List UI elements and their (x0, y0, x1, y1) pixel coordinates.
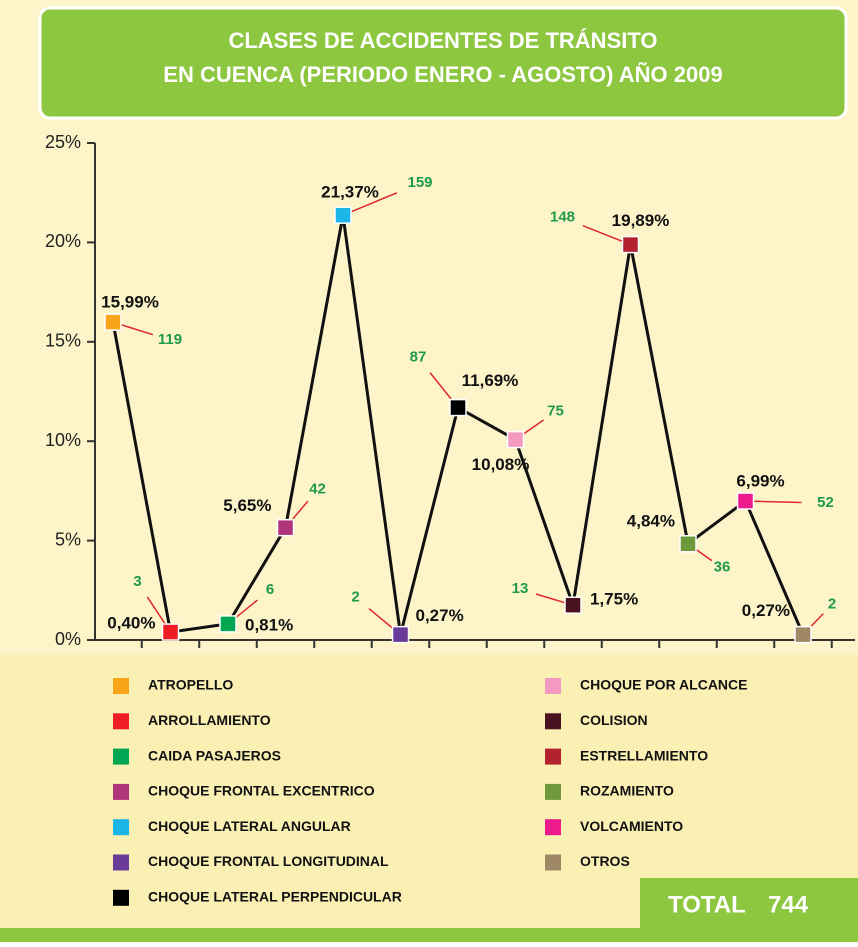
chart: CLASES DE ACCIDENTES DE TRÁNSITO EN CUEN… (0, 0, 858, 942)
legend-label: ARROLLAMIENTO (148, 712, 271, 728)
legend-label: CHOQUE FRONTAL LONGITUDINAL (148, 853, 389, 869)
footer-strip (0, 928, 858, 942)
value-label: 1,75% (590, 590, 638, 609)
legend-label: OTROS (580, 853, 630, 869)
legend-swatch (113, 890, 129, 906)
legend-swatch (113, 749, 129, 765)
count-label: 36 (714, 559, 731, 576)
value-label: 4,84% (627, 511, 675, 530)
legend-swatch (113, 678, 129, 694)
count-label: 2 (351, 589, 359, 606)
value-label: 6,99% (736, 472, 784, 491)
legend-swatch (545, 784, 561, 800)
count-label: 87 (410, 349, 427, 366)
legend-label: CHOQUE LATERAL PERPENDICULAR (148, 889, 402, 905)
legend-swatch (113, 819, 129, 835)
point-marker (450, 400, 466, 416)
total-value: 744 (768, 891, 809, 918)
y-tick-label: 15% (45, 331, 81, 351)
count-label: 52 (817, 494, 834, 511)
legend-swatch (545, 678, 561, 694)
value-label: 0,27% (742, 601, 790, 620)
point-marker (565, 597, 581, 613)
count-label: 159 (407, 174, 432, 191)
value-label: 11,69% (462, 371, 519, 390)
value-label: 0,27% (416, 606, 464, 625)
value-label: 5,65% (223, 496, 271, 515)
count-label: 42 (309, 481, 326, 498)
legend-swatch (545, 819, 561, 835)
legend-swatch (545, 749, 561, 765)
legend-label: ESTRELLAMIENTO (580, 747, 708, 763)
point-marker (623, 237, 639, 253)
value-label: 0,81% (245, 615, 293, 634)
point-marker (393, 627, 409, 643)
y-tick-label: 0% (55, 629, 81, 649)
legend-swatch (545, 713, 561, 729)
legend-swatch (113, 713, 129, 729)
value-label: 19,89% (612, 211, 670, 230)
point-marker (220, 616, 236, 632)
count-label: 6 (266, 581, 274, 598)
legend-label: CAIDA PASAJEROS (148, 747, 281, 763)
value-label: 21,37% (321, 183, 379, 202)
y-tick-label: 20% (45, 231, 81, 251)
legend-label: COLISION (580, 712, 648, 728)
y-tick-label: 5% (55, 529, 81, 549)
legend-swatch (113, 855, 129, 871)
value-label: 0,40% (107, 614, 155, 633)
point-marker (278, 520, 294, 536)
point-marker (105, 314, 121, 330)
value-label: 15,99% (101, 293, 159, 312)
point-marker (738, 493, 754, 509)
point-marker (795, 627, 811, 643)
count-label: 13 (512, 580, 529, 597)
legend-label: VOLCAMIENTO (580, 818, 683, 834)
point-marker (508, 432, 524, 448)
y-tick-label: 10% (45, 430, 81, 450)
point-marker (680, 536, 696, 552)
count-label: 119 (158, 331, 182, 348)
legend-label: CHOQUE POR ALCANCE (580, 677, 748, 693)
legend-label: ATROPELLO (148, 677, 233, 693)
legend-label: ROZAMIENTO (580, 783, 674, 799)
chart-title: EN CUENCA (PERIODO ENERO - AGOSTO) AÑO 2… (163, 62, 722, 87)
chart-title: CLASES DE ACCIDENTES DE TRÁNSITO (228, 28, 657, 53)
point-marker (335, 207, 351, 223)
count-label: 75 (547, 403, 564, 420)
legend-swatch (113, 784, 129, 800)
point-marker (163, 624, 179, 640)
total-label: TOTAL (668, 891, 746, 918)
legend-swatch (545, 855, 561, 871)
legend-label: CHOQUE LATERAL ANGULAR (148, 818, 351, 834)
count-label: 2 (828, 596, 836, 613)
count-label: 3 (133, 573, 141, 590)
count-label: 148 (550, 209, 575, 226)
y-tick-label: 25% (45, 132, 81, 152)
value-label: 10,08% (472, 455, 530, 474)
legend-label: CHOQUE FRONTAL EXCENTRICO (148, 783, 375, 799)
